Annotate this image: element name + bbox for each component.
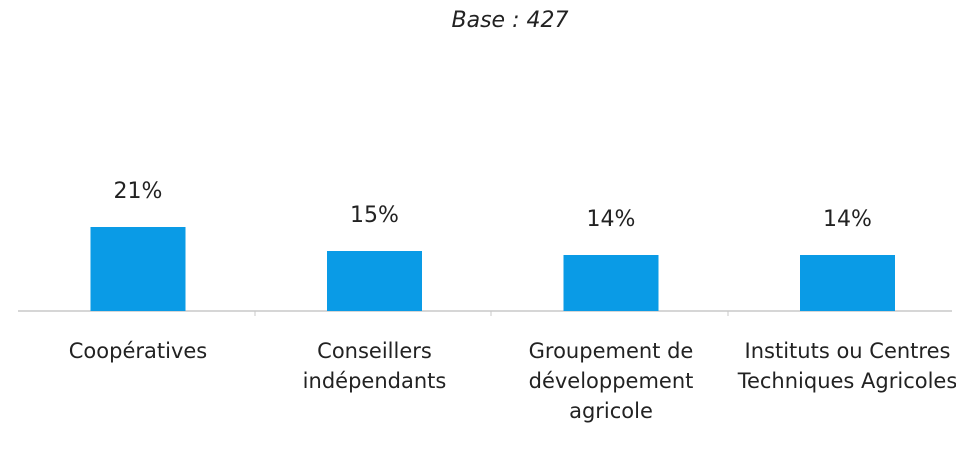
category-label: Coopératives bbox=[68, 339, 208, 363]
bar bbox=[563, 255, 659, 311]
data-label: 15% bbox=[350, 203, 399, 228]
bar bbox=[800, 255, 895, 311]
category-label: Groupement de développement agricole bbox=[528, 339, 694, 423]
category-label: Conseillers indépendants bbox=[302, 339, 447, 393]
bar bbox=[90, 227, 186, 311]
data-label: 21% bbox=[113, 179, 163, 204]
bar bbox=[327, 251, 422, 311]
chart-subtitle: Base : 427 bbox=[451, 8, 569, 33]
data-label: 14% bbox=[586, 207, 636, 232]
category-label: Instituts ou Centres Techniques Agricole… bbox=[737, 339, 956, 393]
data-label: 14% bbox=[823, 207, 872, 232]
